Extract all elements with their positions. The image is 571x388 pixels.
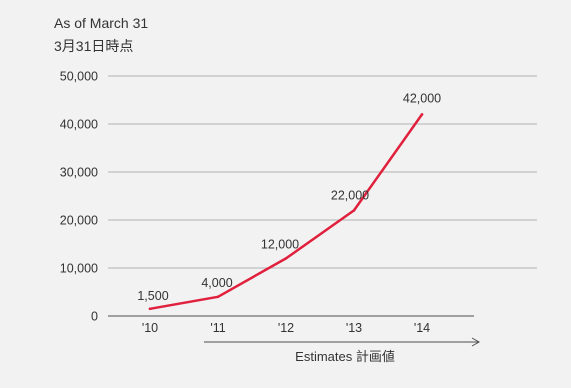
data-label: 12,000 <box>261 237 299 251</box>
series-point <box>352 209 356 212</box>
y-tick-label: 0 <box>91 310 98 324</box>
y-tick-label: 50,000 <box>60 70 98 84</box>
chart-header: As of March 31 3月31日時点 <box>54 15 148 54</box>
x-tick-label: '14 <box>414 321 430 335</box>
header-line-2: 3月31日時点 <box>54 38 133 54</box>
series-point <box>216 295 220 299</box>
y-tick-label: 10,000 <box>60 262 98 276</box>
y-axis-ticks: 0 10,000 20,000 30,000 40,000 50,000 <box>60 70 98 324</box>
data-label: 42,000 <box>403 91 441 105</box>
series-point <box>148 307 152 311</box>
grid-lines <box>108 75 537 317</box>
x-tick-label: '12 <box>278 321 294 335</box>
estimates-annotation: Estimates 計画値 <box>204 337 481 364</box>
estimates-arrow-head <box>471 337 481 347</box>
data-labels: 1,500 4,000 12,000 22,000 42,000 <box>137 91 441 302</box>
x-tick-label: '13 <box>346 321 362 335</box>
estimates-label: Estimates 計画値 <box>295 349 395 364</box>
x-tick-label: '11 <box>210 321 225 335</box>
data-label: 4,000 <box>201 276 232 290</box>
series-polyline <box>148 113 424 311</box>
header-line-1: As of March 31 <box>54 15 148 31</box>
data-label: 1,500 <box>137 289 168 303</box>
y-tick-label: 30,000 <box>60 166 98 180</box>
series-point <box>420 113 424 116</box>
series-point <box>284 257 288 260</box>
x-axis-ticks: '10 '11 '12 '13 '14 <box>142 321 430 335</box>
series-line <box>148 113 424 311</box>
data-label: 22,000 <box>331 188 369 202</box>
y-tick-label: 20,000 <box>60 214 98 228</box>
x-tick-label: '10 <box>142 321 158 335</box>
y-tick-label: 40,000 <box>60 118 98 132</box>
